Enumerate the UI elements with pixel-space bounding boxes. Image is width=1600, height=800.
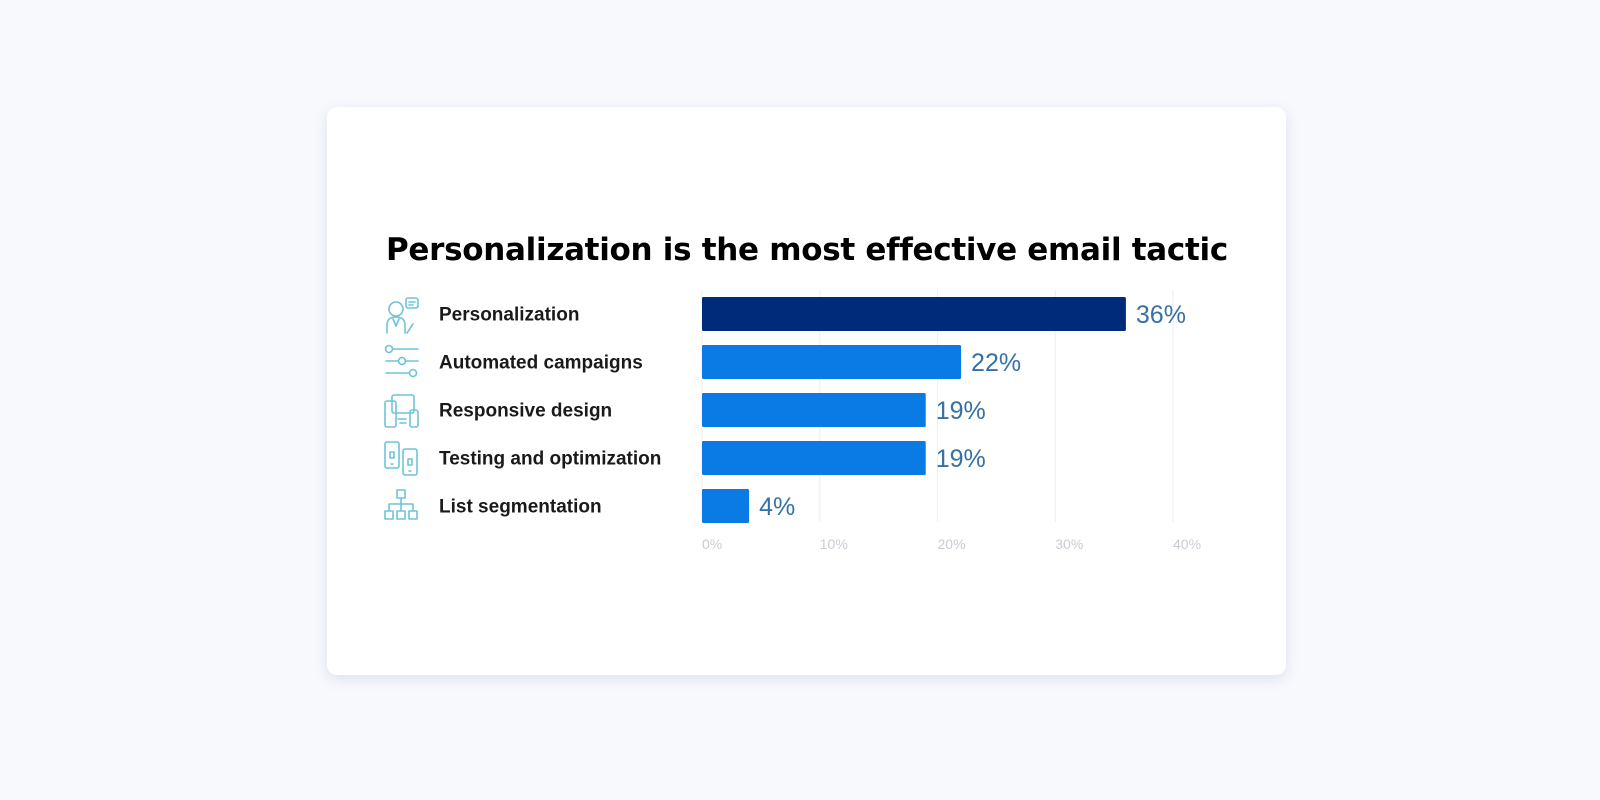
data-label: 19% xyxy=(936,397,986,425)
bar xyxy=(702,297,1126,331)
bar xyxy=(702,489,750,523)
chart-title: Personalization is the most effective em… xyxy=(386,232,1228,268)
org-chart-icon xyxy=(384,489,418,520)
devices-icon xyxy=(384,394,419,428)
data-label: 36% xyxy=(1136,301,1186,329)
data-label: 22% xyxy=(971,349,1021,377)
x-tick-label: 10% xyxy=(820,536,848,552)
data-label: 4% xyxy=(759,493,795,521)
x-tick-label: 40% xyxy=(1173,536,1201,552)
category-label: List segmentation xyxy=(439,497,602,518)
category-label: Personalization xyxy=(439,305,579,326)
category-label: Testing and optimization xyxy=(439,449,661,470)
person-chat-icon xyxy=(386,297,419,334)
bar xyxy=(702,345,962,379)
x-tick-label: 0% xyxy=(702,536,722,552)
sliders-icon xyxy=(384,344,419,378)
phones-icon xyxy=(384,441,418,476)
category-label: Responsive design xyxy=(439,401,612,422)
bar xyxy=(702,441,926,475)
chart-card xyxy=(327,107,1286,675)
x-tick-label: 20% xyxy=(938,536,966,552)
x-tick-label: 30% xyxy=(1055,536,1083,552)
data-label: 19% xyxy=(936,445,986,473)
bar xyxy=(702,393,926,427)
category-label: Automated campaigns xyxy=(439,353,643,374)
